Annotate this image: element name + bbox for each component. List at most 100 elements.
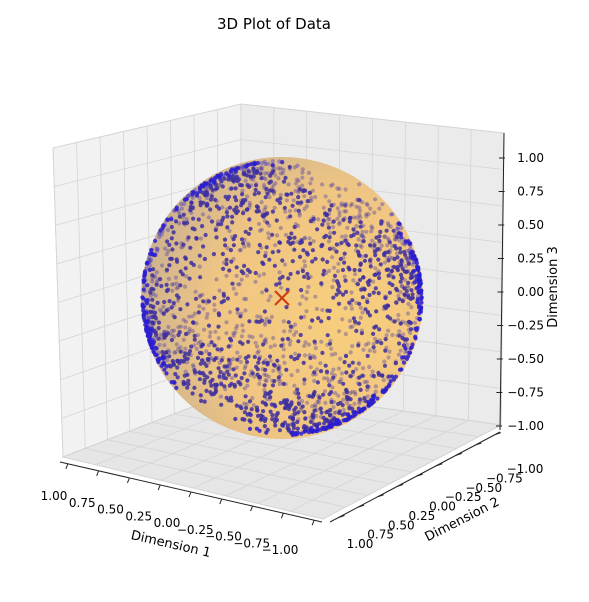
scatter-point xyxy=(409,288,413,292)
scatter-point xyxy=(182,318,186,322)
scatter-point xyxy=(303,264,307,268)
scatter-point xyxy=(328,339,332,343)
scatter-point xyxy=(255,344,259,348)
scatter-point xyxy=(262,183,266,187)
scatter-point xyxy=(291,422,295,426)
scatter-point xyxy=(332,231,336,235)
x-tick xyxy=(66,464,68,469)
scatter-point xyxy=(205,316,209,320)
scatter-point xyxy=(321,393,325,397)
scatter-point xyxy=(375,396,379,400)
x-tick xyxy=(312,520,314,525)
scatter-point xyxy=(315,367,319,371)
scatter-point xyxy=(204,233,208,237)
scatter-point xyxy=(316,380,320,384)
scatter-point xyxy=(161,223,165,227)
scatter-point xyxy=(279,193,283,197)
scatter-point xyxy=(323,401,327,405)
scatter-point xyxy=(256,367,260,371)
scatter-point xyxy=(372,211,376,215)
scatter-point xyxy=(242,418,246,422)
scatter-point xyxy=(217,366,221,370)
scatter-point xyxy=(315,227,319,231)
scatter-point xyxy=(228,384,232,388)
scatter-point xyxy=(315,307,319,311)
scatter-point xyxy=(308,199,312,203)
scatter-point xyxy=(177,361,181,365)
scatter-point xyxy=(248,418,252,422)
scatter-point xyxy=(252,403,256,407)
scatter-point xyxy=(319,428,323,432)
scatter-point xyxy=(184,266,188,270)
scatter-point xyxy=(392,229,396,233)
scatter-point xyxy=(224,195,228,199)
scatter-point xyxy=(199,399,203,403)
scatter-point xyxy=(175,260,179,264)
scatter-point xyxy=(380,202,384,206)
scatter-point xyxy=(293,225,297,229)
scatter-point xyxy=(191,206,195,210)
scatter-point xyxy=(388,255,392,259)
scatter-point xyxy=(331,405,335,409)
scatter-point xyxy=(260,200,264,204)
scatter-point xyxy=(361,366,365,370)
scatter-point xyxy=(162,343,166,347)
scatter-point xyxy=(335,418,339,422)
scatter-point xyxy=(288,167,292,171)
scatter-point xyxy=(409,276,413,280)
scatter-point xyxy=(289,355,293,359)
scatter-point xyxy=(247,319,251,323)
scatter-point xyxy=(279,344,283,348)
scatter-point xyxy=(328,413,332,417)
scatter-point xyxy=(178,283,182,287)
scatter-point xyxy=(208,390,212,394)
scatter-point xyxy=(344,370,348,374)
scatter-point xyxy=(186,379,190,383)
scatter-point xyxy=(283,176,287,180)
scatter-point xyxy=(409,327,413,331)
scatter-point xyxy=(262,208,266,212)
scatter-point xyxy=(271,164,275,168)
scatter-point xyxy=(296,410,300,414)
scatter-point xyxy=(235,404,239,408)
scatter-point xyxy=(348,219,352,223)
scatter-point xyxy=(289,325,293,329)
scatter-point xyxy=(208,335,212,339)
scatter-point xyxy=(336,206,340,210)
scatter-point xyxy=(236,311,240,315)
scatter-point xyxy=(310,177,314,181)
scatter-point xyxy=(261,409,265,413)
scatter-point xyxy=(330,371,334,375)
scatter-point xyxy=(327,316,331,320)
scatter-point xyxy=(198,196,202,200)
z-tick-label: −0.75 xyxy=(507,386,544,400)
scatter-point xyxy=(279,373,283,377)
scatter-point xyxy=(150,277,154,281)
scatter-point xyxy=(289,192,293,196)
scatter-point xyxy=(207,343,211,347)
scatter-point xyxy=(170,289,174,293)
scatter-point xyxy=(367,385,371,389)
scatter-point xyxy=(336,262,340,266)
x-tick-label: 1.00 xyxy=(41,489,68,503)
scatter-point xyxy=(351,414,355,418)
scatter-point xyxy=(293,323,297,327)
scatter-point xyxy=(318,361,322,365)
scatter-point xyxy=(268,354,272,358)
scatter-point xyxy=(302,194,306,198)
scatter-point xyxy=(148,310,152,314)
scatter-point xyxy=(405,357,409,361)
scatter-point xyxy=(328,231,332,235)
scatter-point xyxy=(198,275,202,279)
x-tick xyxy=(189,492,191,497)
scatter-point xyxy=(350,307,354,311)
scatter-point xyxy=(174,276,178,280)
scatter-point xyxy=(187,315,191,319)
scatter-point xyxy=(226,246,230,250)
scatter-point xyxy=(147,317,151,321)
scatter-point xyxy=(170,333,174,337)
scatter-point xyxy=(341,398,345,402)
scatter-point xyxy=(399,280,403,284)
scatter-point xyxy=(396,313,400,317)
scatter-point xyxy=(158,230,162,234)
